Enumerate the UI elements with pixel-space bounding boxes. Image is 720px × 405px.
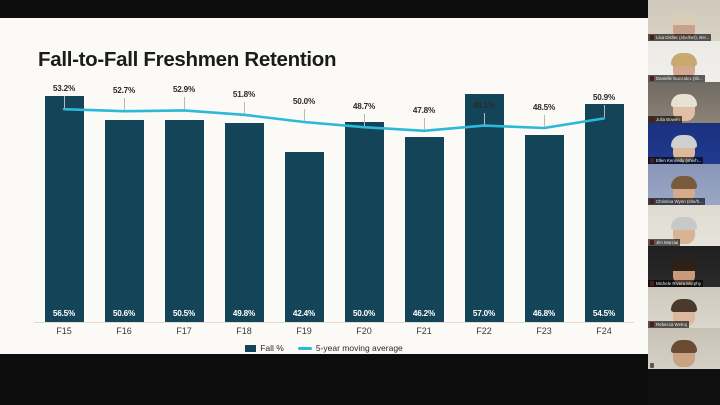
chart-label-leader-line bbox=[544, 115, 545, 127]
participant-name-label: Julia Bowen bbox=[648, 116, 682, 123]
chart-bar-value-label: 49.8% bbox=[232, 309, 256, 318]
participant-name-label: Jim Marcial bbox=[648, 239, 681, 246]
participant-tile[interactable]: Christina Wynn (she/h... bbox=[648, 164, 720, 205]
chart-bar-value-label: 42.4% bbox=[292, 309, 316, 318]
chart-moving-average-label: 52.9% bbox=[172, 85, 196, 95]
chart-bar bbox=[404, 137, 444, 322]
chart-bar bbox=[104, 119, 144, 322]
participant-avatar-hair bbox=[671, 175, 697, 189]
chart-label-leader-line bbox=[424, 117, 425, 130]
chart-label-leader-line bbox=[124, 98, 125, 111]
chart-bar-value-label: 46.8% bbox=[532, 309, 556, 318]
participant-name-label: Ellen Kennedy (she/h... bbox=[648, 157, 704, 164]
chart-x-axis-label: F16 bbox=[116, 326, 132, 336]
chart-bar-value-label: 56.5% bbox=[52, 309, 76, 318]
participant-name-label: Christina Wynn (she/h... bbox=[648, 198, 705, 205]
presentation-slide: Fall-to-Fall Freshmen Retention 56.5% 50.… bbox=[0, 18, 648, 354]
participant-video-rail[interactable]: Lisa Disher (she/her), Ber... Danielle Go… bbox=[648, 0, 720, 405]
chart-x-axis-label: F18 bbox=[236, 326, 252, 336]
chart-x-axis-label: F23 bbox=[536, 326, 552, 336]
chart-moving-average-label: 51.8% bbox=[232, 89, 256, 99]
chart-label-leader-line bbox=[64, 96, 65, 109]
chart-moving-average-label: 48.5% bbox=[532, 103, 556, 112]
mic-icon bbox=[650, 362, 654, 368]
participant-avatar-hair bbox=[671, 52, 697, 66]
chart-label-leader-line bbox=[604, 105, 605, 118]
chart-bar-value-label: 54.5% bbox=[592, 309, 616, 318]
chart-moving-average-label: 52.7% bbox=[112, 86, 136, 96]
x-axis-line bbox=[34, 322, 634, 323]
participant-avatar-hair bbox=[671, 339, 697, 353]
legend-item-moving-average: 5-year moving average bbox=[297, 343, 403, 353]
chart-bar bbox=[584, 104, 624, 322]
chart-bar bbox=[284, 152, 324, 322]
chart-x-axis-label: F19 bbox=[296, 326, 312, 336]
legend-label-moving-average: 5-year moving average bbox=[315, 343, 403, 353]
chart-x-axis-label: F15 bbox=[56, 326, 72, 336]
chart-bar bbox=[464, 94, 504, 322]
participant-tile[interactable] bbox=[648, 328, 720, 369]
chart-bar bbox=[344, 122, 384, 322]
participant-avatar-hair bbox=[671, 257, 697, 271]
chart-bar bbox=[44, 96, 84, 322]
chart-moving-average-label: 50.9% bbox=[592, 93, 616, 103]
chart-label-leader-line bbox=[484, 112, 485, 125]
legend-item-fall-pct: Fall % bbox=[245, 343, 284, 353]
chart-moving-average-label: 48.7% bbox=[352, 102, 376, 112]
chart-x-axis-label: F22 bbox=[476, 326, 492, 336]
participant-avatar-hair bbox=[671, 134, 697, 148]
participant-avatar-hair bbox=[671, 216, 697, 230]
chart-moving-average-label: 53.2% bbox=[52, 84, 76, 94]
participant-tile[interactable]: Ellen Kennedy (she/h... bbox=[648, 123, 720, 164]
participant-tile[interactable]: Rebecca Welroj bbox=[648, 287, 720, 328]
participant-avatar-hair bbox=[671, 298, 697, 312]
screen-share-stage: Fall-to-Fall Freshmen Retention 56.5% 50.… bbox=[0, 18, 648, 354]
participant-tile[interactable]: Julia Bowen bbox=[648, 82, 720, 123]
chart-moving-average-label: 50.0% bbox=[292, 97, 316, 106]
chart-bar-value-label: 50.5% bbox=[172, 309, 196, 318]
chart-x-axis-label: F17 bbox=[176, 326, 192, 336]
chart-x-axis-label: F21 bbox=[416, 326, 432, 336]
chart-bar-value-label: 50.6% bbox=[112, 309, 136, 318]
participant-name-label: Danielle Gonzalez (sh... bbox=[648, 75, 705, 82]
participant-tile[interactable]: Lisa Disher (she/her), Ber... bbox=[648, 0, 720, 41]
chart-x-axis-label: F24 bbox=[596, 326, 612, 336]
chart-legend: Fall % 5-year moving average bbox=[0, 343, 648, 353]
participant-avatar-hair bbox=[671, 11, 697, 25]
chart-title: Fall-to-Fall Freshmen Retention bbox=[38, 48, 337, 71]
chart-bar bbox=[164, 120, 204, 322]
chart-moving-average-label: 47.8% bbox=[412, 105, 436, 115]
legend-swatch-line bbox=[297, 346, 312, 350]
chart-label-leader-line bbox=[244, 101, 245, 114]
chart-bar-value-label: 50.0% bbox=[352, 309, 376, 318]
legend-label-fall-pct: Fall % bbox=[260, 343, 284, 353]
participant-name-label: Lisa Disher (she/her), Ber... bbox=[648, 34, 712, 41]
chart-label-leader-line bbox=[184, 97, 185, 110]
participant-name-label: Michele Rivera Murphy bbox=[648, 280, 703, 287]
chart-x-axis-label: F20 bbox=[356, 326, 372, 336]
participant-tile[interactable]: Michele Rivera Murphy bbox=[648, 246, 720, 287]
legend-swatch-square bbox=[245, 344, 257, 352]
chart-moving-average-label: 49.1% bbox=[472, 100, 496, 110]
participant-name-label: Rebecca Welroj bbox=[648, 321, 689, 328]
participant-tile[interactable]: Jim Marcial bbox=[648, 205, 720, 246]
chart-bar-value-label: 46.2% bbox=[412, 309, 436, 318]
chart-bar bbox=[224, 122, 264, 322]
participant-tile[interactable]: Danielle Gonzalez (sh... bbox=[648, 41, 720, 82]
chart-bar-value-label: 57.0% bbox=[472, 309, 496, 318]
chart-label-leader-line bbox=[304, 109, 305, 121]
chart-bar bbox=[524, 134, 564, 322]
chart-label-leader-line bbox=[364, 114, 365, 127]
participant-avatar-hair bbox=[671, 93, 697, 107]
